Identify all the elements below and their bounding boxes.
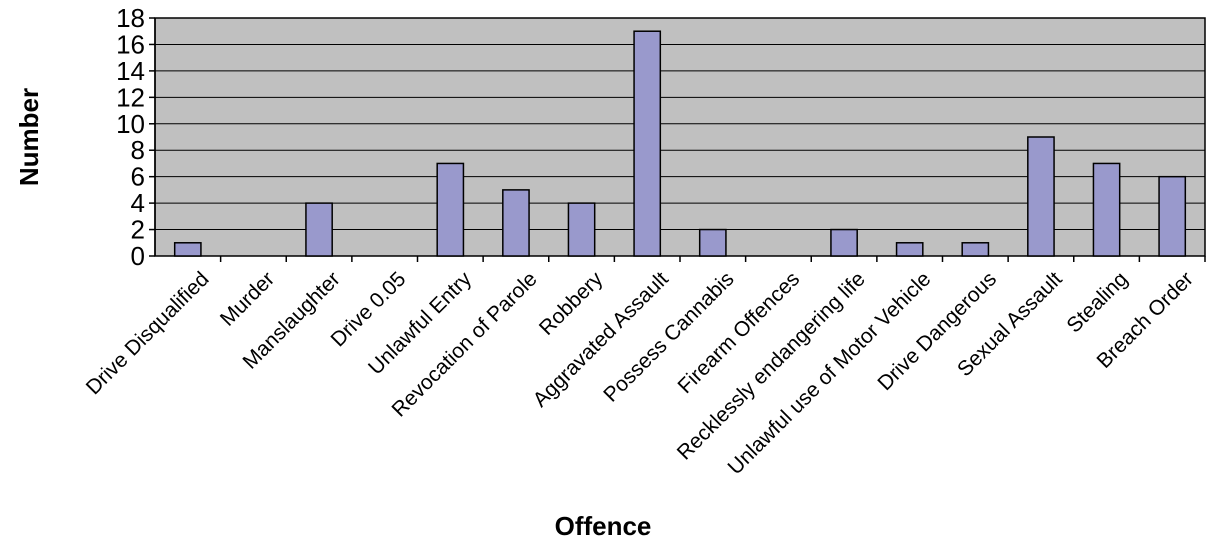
y-tick-label: 0 (131, 241, 145, 271)
y-tick-label: 8 (131, 135, 145, 165)
y-axis-title: Number (14, 88, 44, 186)
bar (633, 30, 662, 257)
y-tick-label: 6 (131, 162, 145, 192)
x-tick-label: Drive Dangerous (873, 267, 1001, 395)
bar (698, 228, 727, 257)
y-tick-label: 2 (131, 215, 145, 245)
bar (305, 202, 333, 257)
x-tick-label: Drive Disqualified (82, 267, 214, 399)
bar (502, 189, 530, 257)
bars (173, 30, 1187, 257)
bar (895, 242, 924, 257)
bar (1158, 175, 1187, 257)
bar (567, 202, 596, 257)
bar (1027, 136, 1055, 257)
y-tick-label: 14 (116, 56, 145, 86)
bar (830, 228, 858, 257)
bar (436, 162, 465, 257)
bar (173, 242, 202, 257)
y-tick-label: 10 (116, 109, 145, 139)
x-tick-label: Firearm Offences (673, 267, 804, 398)
y-tick-label: 12 (116, 82, 145, 112)
bar (961, 242, 990, 257)
y-tick-label: 16 (116, 29, 145, 59)
bar (1092, 162, 1121, 257)
x-axis-title: Offence (555, 511, 652, 541)
x-tick-label: Murder (216, 267, 279, 330)
y-tick-label: 4 (131, 188, 145, 218)
y-tick-label: 18 (116, 3, 145, 33)
